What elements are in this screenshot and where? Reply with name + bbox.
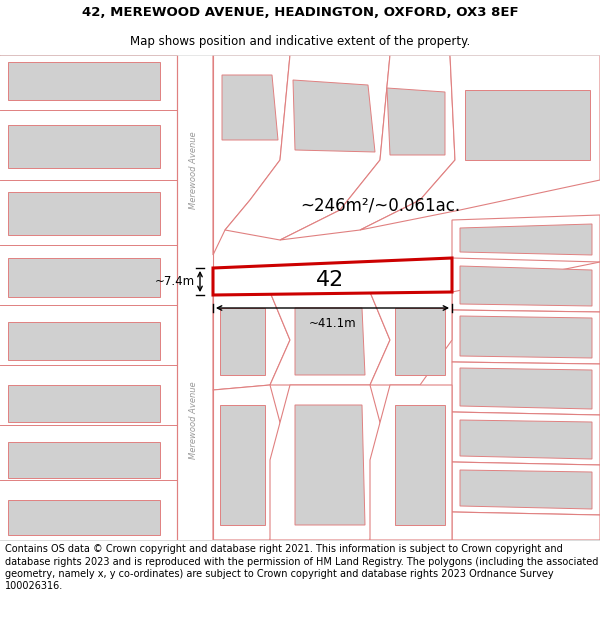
Polygon shape <box>270 385 390 540</box>
Polygon shape <box>280 55 455 240</box>
Polygon shape <box>220 405 265 525</box>
Polygon shape <box>295 308 365 375</box>
Text: Merewood Avenue: Merewood Avenue <box>188 131 197 209</box>
Polygon shape <box>8 62 160 100</box>
Polygon shape <box>213 258 452 295</box>
Polygon shape <box>460 266 592 306</box>
Polygon shape <box>452 362 600 415</box>
Polygon shape <box>460 420 592 459</box>
Polygon shape <box>293 80 375 152</box>
Polygon shape <box>360 55 600 230</box>
Text: ~246m²/~0.061ac.: ~246m²/~0.061ac. <box>300 196 460 214</box>
Polygon shape <box>460 316 592 358</box>
Polygon shape <box>395 405 445 525</box>
Polygon shape <box>8 258 160 297</box>
Polygon shape <box>213 292 290 390</box>
Polygon shape <box>8 385 160 422</box>
Polygon shape <box>460 470 592 509</box>
Polygon shape <box>8 500 160 535</box>
Polygon shape <box>460 224 592 255</box>
Polygon shape <box>395 308 445 375</box>
Polygon shape <box>8 192 160 235</box>
Text: Contains OS data © Crown copyright and database right 2021. This information is : Contains OS data © Crown copyright and d… <box>5 544 598 591</box>
Polygon shape <box>387 88 445 155</box>
Text: Map shows position and indicative extent of the property.: Map shows position and indicative extent… <box>130 35 470 48</box>
Polygon shape <box>8 322 160 360</box>
Polygon shape <box>452 412 600 465</box>
Polygon shape <box>460 368 592 409</box>
Polygon shape <box>213 55 290 255</box>
Polygon shape <box>8 442 160 478</box>
Text: Merewood Avenue: Merewood Avenue <box>188 381 197 459</box>
Text: 42: 42 <box>316 270 344 290</box>
Polygon shape <box>370 292 452 385</box>
Polygon shape <box>452 512 600 540</box>
Polygon shape <box>220 308 265 375</box>
Polygon shape <box>8 125 160 168</box>
Text: ~7.4m: ~7.4m <box>155 275 195 288</box>
Polygon shape <box>452 310 600 364</box>
Polygon shape <box>270 292 390 385</box>
Polygon shape <box>222 75 278 140</box>
Polygon shape <box>370 385 452 540</box>
Text: 42, MEREWOOD AVENUE, HEADINGTON, OXFORD, OX3 8EF: 42, MEREWOOD AVENUE, HEADINGTON, OXFORD,… <box>82 6 518 19</box>
Polygon shape <box>213 385 290 540</box>
Text: ~41.1m: ~41.1m <box>308 317 356 330</box>
Polygon shape <box>465 90 590 160</box>
Polygon shape <box>295 405 365 525</box>
Polygon shape <box>225 55 390 240</box>
Polygon shape <box>452 262 600 312</box>
Polygon shape <box>452 215 600 262</box>
Polygon shape <box>452 462 600 515</box>
